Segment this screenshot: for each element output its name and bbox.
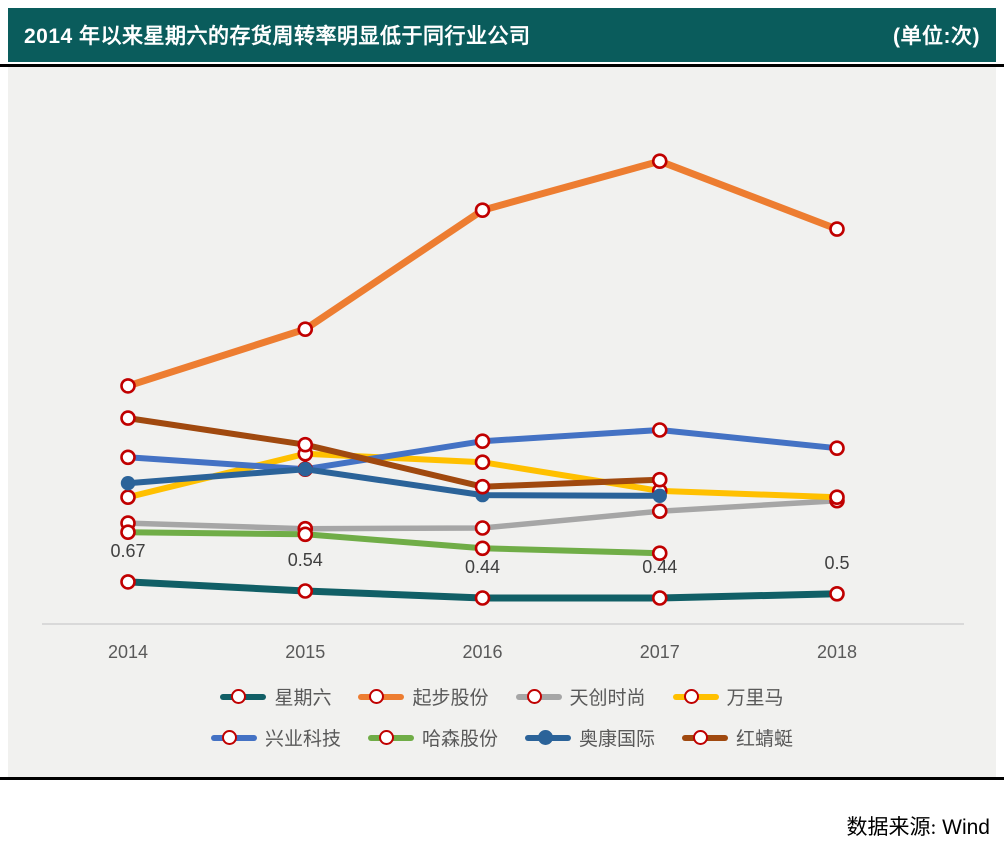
data-label-星期六: 0.44 — [464, 557, 501, 577]
series-line-起步股份 — [124, 157, 841, 390]
open-circle-marker-icon — [221, 729, 237, 745]
data-point-marker — [651, 590, 668, 606]
open-circle-marker-icon — [369, 688, 385, 704]
legend-line-swatch — [358, 688, 405, 705]
data-point-marker — [474, 590, 491, 606]
legend-item-奥康国际: 奥康国际 — [525, 724, 655, 751]
legend-line-swatch — [367, 729, 414, 746]
x-axis-label: 2015 — [285, 642, 326, 662]
source-label: 数据来源: — [846, 815, 937, 839]
data-label-星期六: 0.5 — [824, 552, 850, 573]
legend-item-兴业科技: 兴业科技 — [210, 724, 341, 751]
data-point-marker — [297, 583, 314, 599]
legend-item-星期六: 星期六 — [220, 683, 331, 710]
plot-svg — [42, 153, 964, 625]
data-label-星期六: 0.44 — [642, 557, 678, 577]
legend-line-swatch — [220, 688, 267, 705]
x-axis-label: 2014 — [107, 642, 149, 662]
legend-line-swatch — [672, 688, 719, 705]
legend-label: 红蜻蜓 — [736, 729, 794, 750]
chart-title-bar: 2014 年以来星期六的存货周转率明显低于同行业公司 (单位:次) — [8, 8, 996, 62]
data-point-marker — [829, 585, 845, 602]
data-point-marker — [297, 526, 314, 543]
open-circle-marker-icon — [683, 688, 699, 704]
data-point-marker — [120, 410, 136, 426]
open-circle-marker-icon — [378, 729, 394, 745]
legend-line-swatch — [525, 729, 571, 746]
legend-line-swatch — [210, 729, 257, 746]
data-point-marker — [120, 489, 136, 506]
legend-label: 起步股份 — [412, 688, 489, 709]
legend-label: 哈森股份 — [421, 729, 498, 750]
divider-top — [0, 64, 1004, 67]
data-point-marker — [120, 449, 136, 466]
legend-label: 奥康国际 — [579, 729, 656, 750]
legend-row: 星期六 起步股份 天创时尚 万里马 — [220, 683, 784, 710]
data-point-marker — [651, 503, 668, 520]
data-point-marker — [829, 440, 845, 457]
series-line-哈森股份 — [125, 529, 663, 557]
page-title: 2014 年以来星期六的存货周转率明显低于同行业公司 — [24, 25, 531, 48]
open-circle-marker-icon — [526, 688, 542, 704]
data-point-marker — [651, 471, 668, 488]
legend-label: 天创时尚 — [569, 688, 646, 709]
data-point-marker — [829, 221, 845, 237]
data-point-marker — [120, 476, 136, 491]
x-axis-label: 2018 — [816, 642, 858, 662]
x-axis-label: 2017 — [639, 642, 680, 662]
legend-item-红蜻蜓: 红蜻蜓 — [682, 724, 793, 751]
data-point-marker — [652, 488, 667, 503]
legend: 星期六 起步股份 天创时尚 万里马兴业科技 哈森股份 奥康国际 红蜻蜓 — [8, 683, 996, 751]
data-point-marker — [651, 153, 668, 169]
legend-item-天创时尚: 天创时尚 — [515, 683, 646, 710]
data-point-marker — [474, 202, 491, 218]
series-line-奥康国际 — [125, 466, 663, 499]
data-label-星期六: 0.67 — [110, 540, 146, 561]
legend-label: 星期六 — [274, 688, 332, 709]
open-circle-marker-icon — [231, 688, 247, 704]
divider-bottom — [0, 777, 1004, 780]
legend-label: 万里马 — [726, 688, 784, 709]
legend-item-万里马: 万里马 — [672, 683, 784, 710]
data-point-marker — [474, 454, 491, 471]
data-point-marker — [651, 545, 668, 562]
x-axis-label: 2016 — [462, 642, 503, 662]
open-circle-marker-icon — [693, 729, 709, 745]
data-point-marker — [297, 436, 314, 453]
data-point-marker — [120, 524, 136, 541]
legend-label: 兴业科技 — [264, 729, 341, 750]
unit-label: (单位:次) — [893, 25, 980, 48]
data-point-marker — [474, 520, 491, 536]
legend-line-swatch — [515, 688, 562, 705]
data-point-marker — [474, 540, 491, 557]
filled-circle-marker-icon — [538, 730, 553, 745]
legend-row: 兴业科技 哈森股份 奥康国际 红蜻蜓 — [210, 724, 793, 751]
series-line-红蜻蜓 — [125, 415, 663, 490]
data-point-marker — [297, 321, 314, 338]
data-label-星期六: 0.54 — [287, 550, 323, 570]
data-point-marker — [298, 462, 313, 477]
legend-item-哈森股份: 哈森股份 — [367, 724, 498, 751]
legend-item-起步股份: 起步股份 — [358, 683, 489, 710]
data-point-marker — [474, 433, 491, 450]
legend-line-swatch — [682, 729, 729, 746]
data-point-marker — [829, 489, 845, 506]
data-point-marker — [474, 478, 491, 495]
data-point-marker — [651, 422, 668, 438]
chart-area: 2014 2015 2016 2017 2018 0.67 0.54 0.44 0.44 0.5… — [8, 67, 996, 777]
data-point-marker — [120, 378, 136, 394]
data-point-marker — [120, 574, 136, 590]
source-value: Wind — [942, 816, 990, 839]
source-note: 数据来源: Wind — [846, 811, 990, 841]
